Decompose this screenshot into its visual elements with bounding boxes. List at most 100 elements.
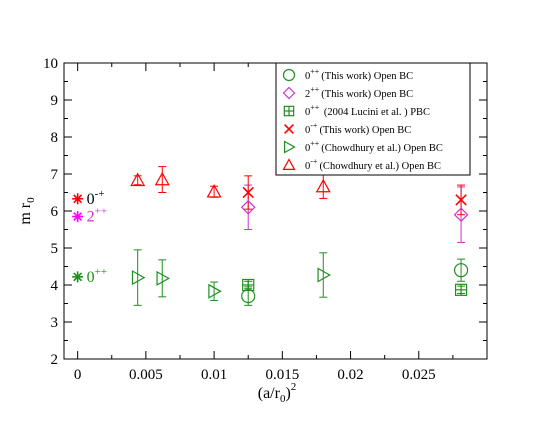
marker-shape — [317, 267, 331, 283]
legend-label-source: (This work) Open BC — [321, 89, 413, 100]
marker-shape — [154, 171, 170, 186]
data-point-s3 — [242, 278, 255, 292]
y-axis-label-sub: 0 — [25, 197, 37, 203]
legend-entry-s2: 2++ (This work) Open BC — [282, 85, 413, 100]
marker-shape — [284, 124, 294, 134]
continuum-label-sup: ++ — [95, 266, 107, 278]
legend-marker-s6 — [282, 158, 296, 170]
x-tick-label: 0.015 — [265, 367, 299, 383]
legend-marker-s3 — [283, 105, 295, 117]
legend-label-state: 0 — [305, 125, 310, 136]
y-tick-label: 4 — [51, 278, 59, 294]
x-tick-label: 0.025 — [402, 367, 436, 383]
legend-marker-s2 — [282, 86, 296, 100]
continuum-label-state: 0 — [87, 191, 95, 208]
legend-marker-s5 — [284, 140, 296, 154]
x-axis-label-base: (a/r — [258, 385, 281, 402]
continuum-star-c1 — [72, 193, 84, 205]
x-tick-label: 0 — [74, 367, 82, 383]
marker-shape — [73, 272, 83, 282]
x-axis-label-tail: ) — [285, 385, 290, 402]
y-tick-label: 5 — [51, 241, 59, 257]
legend-label-state: 0 — [305, 161, 310, 172]
marker-shape — [315, 178, 331, 193]
marker-shape — [73, 194, 83, 204]
legend-label-s4: 0-+ (This work) Open BC — [305, 121, 411, 136]
legend-label-source: (Chowdhury et al.) Open BC — [321, 143, 443, 154]
legend-entry-s5: 0++ (Chowdhury et al.) Open BC — [284, 139, 443, 154]
y-tick-label: 2 — [51, 352, 59, 368]
legend-box — [275, 62, 471, 176]
data-point-s2 — [240, 199, 256, 215]
legend-label-sup: ++ — [310, 139, 320, 148]
legend-label-source: (Chowdhury et al.) Open BC — [319, 161, 441, 172]
marker-shape — [284, 140, 296, 154]
x-axis-label: (a/r0)2 — [258, 381, 297, 405]
marker-shape — [242, 186, 254, 199]
marker-shape — [208, 283, 222, 299]
marker-shape — [206, 184, 222, 198]
continuum-label-state: 0 — [87, 269, 95, 286]
legend: 0++ (This work) Open BC2++ (This work) Ope… — [275, 62, 471, 176]
marker-shape — [131, 270, 146, 286]
legend-label-sup: -+ — [310, 121, 318, 130]
marker-shape — [240, 199, 256, 215]
legend-label-source: (This work) Open BC — [321, 71, 413, 82]
continuum-label-state: 2 — [87, 209, 95, 226]
legend-label-sup: ++ — [310, 85, 320, 94]
legend-entry-s1: 0++ (This work) Open BC — [282, 67, 413, 82]
continuum-label-c1: 0-+ — [87, 188, 105, 208]
y-tick-label: 7 — [51, 167, 59, 183]
legend-entry-s4: 0-+ (This work) Open BC — [284, 121, 411, 136]
marker-shape — [282, 68, 296, 82]
x-tick-label: 0.005 — [129, 367, 163, 383]
marker-shape — [455, 194, 467, 206]
legend-label-state: 2 — [305, 89, 310, 100]
continuum-star-c2 — [72, 211, 84, 223]
legend-label-s2: 2++ (This work) Open BC — [305, 85, 413, 100]
data-point-s5 — [156, 270, 170, 286]
continuum-label-sup: ++ — [95, 206, 107, 218]
legend-label-s5: 0++ (Chowdhury et al.) Open BC — [305, 139, 443, 154]
y-axis-label-base: m r — [17, 202, 34, 224]
data-point-s6 — [130, 172, 146, 187]
legend-entry-s3: 0++ (2004 Lucini et al. ) PBC — [283, 103, 430, 118]
continuum-star-c3 — [72, 271, 84, 283]
legend-label-s6: 0-+ (Chowdhury et al.) Open BC — [305, 157, 441, 172]
data-point-s1 — [453, 263, 469, 278]
data-point-s6 — [154, 171, 170, 186]
legend-label-source: (2004 Lucini et al. ) PBC — [321, 107, 430, 118]
data-point-s5 — [317, 267, 331, 283]
y-tick-label: 6 — [51, 204, 59, 220]
x-tick-label: 0.01 — [201, 367, 227, 383]
x-tick-label: 0.02 — [337, 367, 363, 383]
legend-label-s3: 0++ (2004 Lucini et al. ) PBC — [305, 103, 430, 118]
legend-marker-s4 — [284, 124, 294, 134]
legend-label-s1: 0++ (This work) Open BC — [305, 67, 413, 82]
marker-shape — [73, 212, 83, 222]
y-tick-label: 8 — [51, 130, 59, 146]
data-point-s4 — [242, 186, 254, 199]
data-point-s5 — [131, 270, 146, 286]
legend-entry-s6: 0-+ (Chowdhury et al.) Open BC — [282, 157, 441, 172]
legend-label-state: 0 — [305, 143, 310, 154]
error-bars — [133, 166, 466, 306]
data-point-s4 — [455, 194, 467, 206]
data-point-s6 — [315, 178, 331, 193]
marker-shape — [453, 207, 469, 223]
marker-shape — [453, 263, 469, 278]
legend-label-state: 0 — [305, 71, 310, 82]
continuum-label-c3: 0++ — [87, 266, 107, 286]
continuum-label-sup: -+ — [95, 188, 105, 200]
data-point-s2 — [453, 207, 469, 223]
legend-label-sup: ++ — [310, 67, 320, 76]
legend-label-sup: ++ — [310, 103, 320, 112]
marker-shape — [282, 86, 296, 100]
data-point-s3 — [454, 283, 468, 296]
continuum-points: 0-+2++0++ — [72, 188, 107, 286]
continuum-label-c2: 2++ — [87, 206, 107, 226]
legend-label-sup: -+ — [310, 157, 318, 166]
x-axis-label-sub: 0 — [280, 393, 286, 405]
marker-shape — [282, 158, 296, 170]
